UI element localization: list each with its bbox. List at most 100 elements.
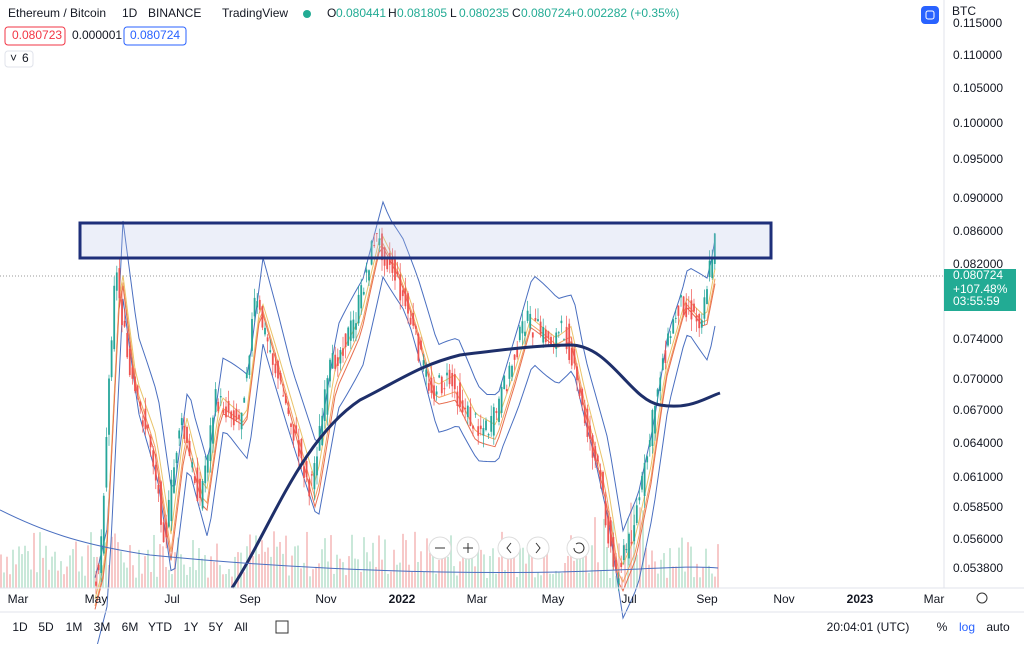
volume-bar: [480, 549, 482, 588]
range-button[interactable]: YTD: [148, 620, 172, 634]
volume-bar: [435, 573, 437, 588]
reset[interactable]: [566, 536, 590, 560]
settings[interactable]: [976, 592, 988, 604]
range-button[interactable]: 1Y: [184, 620, 199, 634]
volume-bar: [57, 570, 59, 588]
candle-body: [537, 319, 539, 322]
auto-toggle[interactable]: auto: [986, 620, 1010, 634]
volume-bar: [582, 548, 584, 588]
volume-bar: [426, 538, 428, 588]
resistance-zone: [78, 221, 773, 260]
bid-box[interactable]: [4, 26, 66, 46]
volume-bar: [354, 558, 356, 588]
goto-date[interactable]: [275, 620, 289, 634]
volume-bar: [483, 554, 485, 588]
volume-bar: [192, 540, 194, 588]
candle-body: [201, 480, 204, 509]
candle-body: [703, 297, 706, 319]
candle-body: [290, 423, 292, 427]
volume-bar: [177, 537, 179, 588]
volume-bar: [459, 561, 461, 588]
volume-bar: [654, 561, 656, 588]
volume-bar: [51, 556, 53, 588]
volume-bar: [171, 574, 173, 588]
candle-body: [303, 466, 305, 478]
candle-body: [425, 369, 428, 377]
candle-body: [175, 452, 178, 464]
range-button[interactable]: All: [234, 620, 247, 634]
market-status: [303, 10, 311, 18]
candle-body: [599, 470, 602, 480]
volume-bar: [495, 573, 497, 588]
volume-bar: [9, 574, 11, 588]
candle-body: [534, 318, 537, 321]
candle-body: [461, 400, 464, 413]
header-text: TradingView: [222, 6, 288, 20]
range-button[interactable]: 5Y: [209, 620, 224, 634]
ohlc-value: 0.080724: [521, 6, 571, 20]
candle-body: [193, 476, 196, 483]
candle-body: [352, 319, 355, 339]
candle-body: [409, 317, 412, 325]
time-label: May: [85, 592, 108, 606]
candle-body: [214, 389, 217, 413]
scroll-right[interactable]: [526, 536, 550, 560]
candle-body: [196, 467, 199, 501]
volume-bar: [408, 564, 410, 588]
scroll-left[interactable]: [497, 536, 521, 560]
volume-bar: [330, 535, 332, 588]
volume-bar: [381, 559, 383, 588]
candle-body: [274, 363, 277, 374]
candle-body: [225, 406, 227, 418]
candle-body: [373, 244, 376, 247]
volume-bar: [336, 554, 338, 588]
candle-body: [667, 333, 669, 346]
candle-body: [326, 378, 329, 415]
volume-bar: [465, 552, 467, 588]
indicators-toggle[interactable]: [4, 50, 34, 68]
candle-body: [469, 406, 472, 427]
candle-body: [550, 336, 552, 345]
candle-body: [695, 315, 698, 322]
price-label: 0.095000: [953, 152, 1003, 166]
candle-body: [713, 233, 716, 264]
price-label: 0.105000: [953, 81, 1003, 95]
compare-button[interactable]: [921, 6, 939, 24]
volume-bar: [453, 566, 455, 588]
candle-body: [370, 241, 373, 265]
candle-body: [316, 456, 318, 476]
range-button[interactable]: 5D: [38, 620, 54, 634]
candle-body: [362, 291, 365, 295]
percent-toggle[interactable]: %: [937, 620, 948, 634]
volume-bar: [6, 556, 8, 588]
candle-body: [711, 258, 714, 278]
range-button[interactable]: 1D: [12, 620, 28, 634]
range-button[interactable]: 3M: [94, 620, 111, 634]
ohlc-label: O: [327, 6, 336, 20]
candle-body: [524, 331, 526, 336]
volume-bar: [75, 541, 77, 588]
volume-bar: [294, 546, 296, 588]
volume-bar: [69, 555, 71, 588]
range-button[interactable]: 1M: [66, 620, 83, 634]
volume-bar: [72, 549, 74, 588]
volume-bar: [456, 575, 458, 588]
range-button[interactable]: 6M: [122, 620, 139, 634]
log-toggle[interactable]: log: [959, 620, 975, 634]
candle-body: [136, 385, 139, 393]
candle-body: [583, 407, 586, 424]
candle-body: [500, 386, 503, 413]
clock: 20:04:01 (UTC): [827, 620, 910, 634]
volume-bar: [714, 576, 716, 588]
volume-bar: [210, 556, 212, 588]
candle-body: [638, 497, 641, 501]
volume-bar: [510, 537, 512, 588]
candle-body: [149, 436, 152, 448]
price-change: +0.002282 (+0.35%): [570, 6, 679, 20]
volume-bar: [363, 537, 365, 588]
header-text: BINANCE: [148, 6, 201, 20]
volume-bar: [462, 538, 464, 588]
ask-box[interactable]: [123, 26, 187, 46]
candle-body: [95, 581, 97, 586]
candle-body: [414, 325, 417, 329]
